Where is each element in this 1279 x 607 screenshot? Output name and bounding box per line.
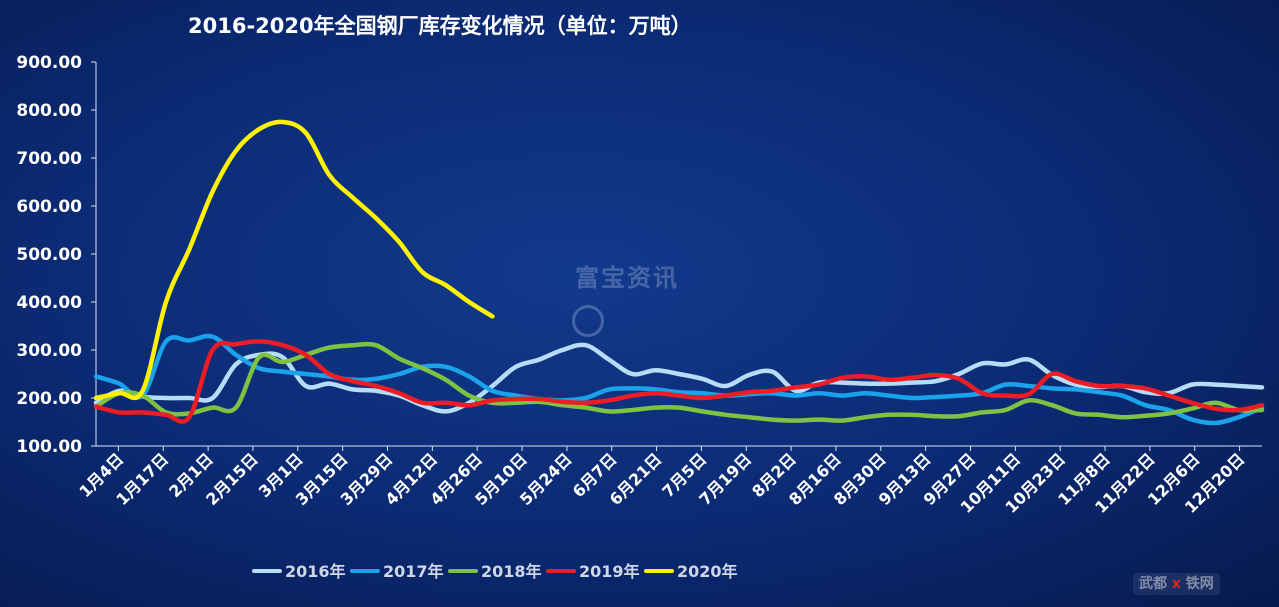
legend-label-3: 2018年 xyxy=(481,562,542,581)
y-tick-label: 200.00 xyxy=(16,389,82,409)
y-tick-label: 900.00 xyxy=(16,53,82,73)
watermark-text: 富宝资讯 xyxy=(575,264,679,292)
y-tick-label: 500.00 xyxy=(16,245,82,265)
y-tick-label: 300.00 xyxy=(16,341,82,361)
y-tick-label: 400.00 xyxy=(16,293,82,313)
series-line-1 xyxy=(93,342,1265,414)
corner-logo: 武都 x 铁网 xyxy=(1133,573,1220,595)
y-tick-label: 700.00 xyxy=(16,149,82,169)
series-line-3 xyxy=(93,341,1265,423)
watermark-logo-icon xyxy=(572,305,604,337)
y-tick-label: 800.00 xyxy=(16,101,82,121)
legend-label-4: 2019年 xyxy=(579,562,640,581)
series-line-2 xyxy=(93,333,1265,426)
chart-title: 2016-2020年全国钢厂库存变化情况（单位：万吨） xyxy=(188,14,692,38)
legend-label-2: 2017年 xyxy=(383,562,444,581)
series-line-4 xyxy=(93,339,1265,424)
series-line-5 xyxy=(93,119,495,401)
legend-label-5: 2020年 xyxy=(677,562,738,581)
y-tick-label: 100.00 xyxy=(16,437,82,457)
legend-label-1: 2016年 xyxy=(285,562,346,581)
y-tick-label: 600.00 xyxy=(16,197,82,217)
